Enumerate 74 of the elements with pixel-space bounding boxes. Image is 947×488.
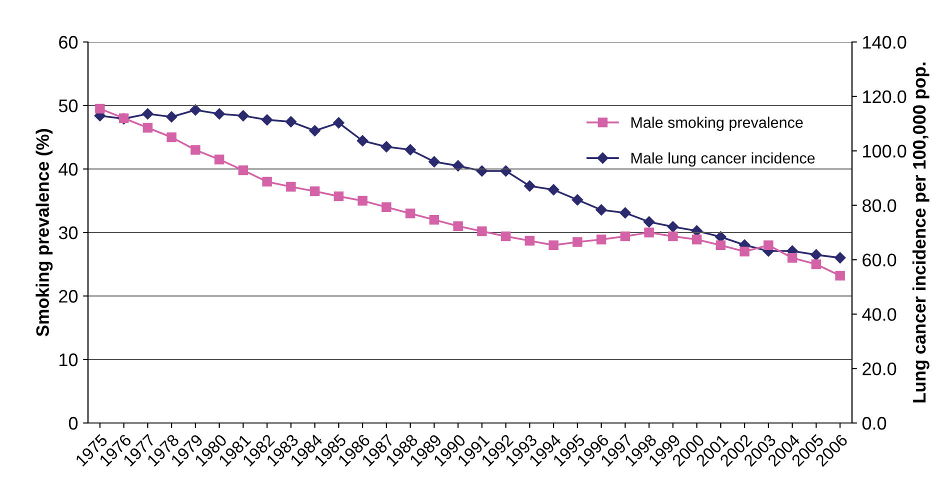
y2-tick-label: 140.0: [863, 36, 906, 49]
point: [380, 141, 392, 152]
point: [500, 231, 511, 242]
y2-tick-label: 60.0: [862, 254, 896, 266]
point: [572, 237, 582, 247]
y2-tick-label: 80.0: [862, 199, 896, 212]
point: [334, 191, 344, 202]
y-axis-title: Smoking prevalence (%): [36, 129, 53, 336]
y2-tick-label: 20.0: [862, 362, 896, 376]
y-tick-label: 30: [58, 226, 78, 240]
point: [238, 165, 248, 176]
point: [214, 108, 225, 120]
point: [285, 116, 297, 128]
y-tick-label: 60: [59, 36, 78, 49]
point: [643, 216, 655, 228]
y2-tick-label: 120.0: [863, 90, 906, 104]
legend-label: Male smoking prevalence: [631, 116, 803, 131]
y-tick-label: 10: [60, 353, 78, 366]
point: [548, 240, 558, 250]
point: [620, 231, 630, 242]
point: [333, 117, 344, 128]
point: [309, 125, 320, 136]
point: [835, 270, 845, 281]
y2-axis-title: Lung cancer incidence per 100,000 pop.: [912, 62, 930, 402]
point: [548, 184, 560, 196]
point: [668, 231, 678, 242]
y-tick-label: 0: [68, 416, 78, 430]
point: [310, 186, 320, 196]
point: [95, 104, 105, 114]
legend-label: Male lung cancer incidence: [631, 152, 815, 167]
point: [596, 234, 606, 244]
point: [428, 156, 440, 168]
point: [190, 104, 202, 116]
point: [166, 111, 178, 122]
point: [667, 221, 679, 232]
point: [810, 249, 822, 260]
point: [261, 114, 273, 126]
point: [142, 108, 154, 120]
point: [834, 252, 846, 264]
point: [716, 240, 726, 250]
point: [214, 154, 224, 164]
y2-tick-label: 0.0: [862, 416, 886, 430]
point: [596, 204, 607, 216]
point: [404, 144, 416, 156]
point: [262, 176, 272, 187]
point: [190, 145, 200, 155]
point: [286, 182, 296, 192]
y-tick-label: 20: [59, 290, 78, 303]
point: [429, 214, 440, 225]
point: [142, 122, 153, 133]
y-tick-label: 40: [58, 162, 78, 176]
point: [740, 246, 750, 256]
y2-tick-label: 100.0: [863, 144, 906, 158]
point: [166, 132, 176, 142]
point: [238, 110, 249, 122]
point: [811, 259, 822, 270]
point: [405, 208, 416, 218]
point: [524, 236, 535, 246]
point: [764, 240, 774, 250]
y2-tick-label: 40.0: [862, 308, 896, 321]
point: [452, 160, 464, 172]
point: [382, 202, 392, 212]
point: [524, 180, 536, 192]
point: [572, 194, 584, 206]
point: [358, 196, 368, 206]
point: [453, 221, 463, 232]
point: [356, 135, 368, 146]
point: [620, 207, 631, 219]
point: [644, 228, 654, 238]
point: [500, 165, 512, 177]
point: [477, 226, 487, 236]
point: [692, 234, 702, 244]
point: [787, 253, 798, 263]
y-tick-label: 50: [58, 99, 78, 112]
